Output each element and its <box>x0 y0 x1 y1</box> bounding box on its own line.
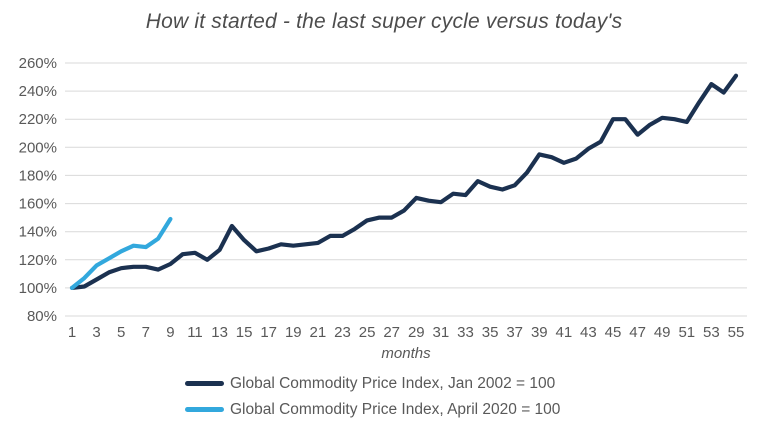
x-tick-label: 45 <box>605 324 622 341</box>
x-tick-label: 25 <box>359 324 376 341</box>
x-tick-label: 29 <box>408 324 425 341</box>
x-tick-label: 19 <box>285 324 302 341</box>
x-tick-label: 35 <box>482 324 499 341</box>
x-tick-label: 13 <box>211 324 228 341</box>
x-tick-label: 21 <box>310 324 327 341</box>
x-tick-label: 43 <box>580 324 597 341</box>
series-line-jan-2002 <box>69 73 739 290</box>
x-tick-label: 15 <box>236 324 253 341</box>
x-axis-title: months <box>381 345 431 362</box>
x-tick-label: 33 <box>457 324 474 341</box>
x-tick-label: 7 <box>142 324 150 341</box>
y-tick-label: 240% <box>19 83 57 100</box>
x-tick-label: 27 <box>383 324 400 341</box>
x-tick-label: 53 <box>703 324 720 341</box>
line-chart-plot-area: 80% 100% 120% 140% 160% 180% 200% 220% 240% 260% 1… <box>19 55 747 341</box>
x-tick-label: 47 <box>629 324 646 341</box>
y-tick-label: 80% <box>27 308 57 325</box>
y-tick-label: 260% <box>19 55 57 72</box>
x-tick-label: 39 <box>531 324 548 341</box>
legend-label-april-2020: Global Commodity Price Index, April 2020… <box>230 400 561 418</box>
y-tick-label: 140% <box>19 224 57 241</box>
legend-item-jan-2002: Global Commodity Price Index, Jan 2002 =… <box>185 374 560 393</box>
x-tick-label: 11 <box>187 324 203 341</box>
y-tick-label: 120% <box>19 252 57 269</box>
x-tick-label: 17 <box>260 324 277 341</box>
x-tick-label: 31 <box>433 324 450 341</box>
y-tick-label: 200% <box>19 139 57 156</box>
y-tick-label: 180% <box>19 167 57 184</box>
x-tick-label: 3 <box>92 324 100 341</box>
legend: Global Commodity Price Index, Jan 2002 =… <box>185 374 560 419</box>
legend-swatch-jan-2002-line <box>185 381 224 386</box>
legend-swatch-april-2020-line <box>185 407 224 412</box>
x-tick-label: 55 <box>728 324 745 341</box>
x-tick-label: 23 <box>334 324 351 341</box>
series-line-april-2020 <box>69 216 173 290</box>
x-tick-label: 9 <box>166 324 174 341</box>
x-tick-label: 1 <box>68 324 76 341</box>
x-tick-label: 37 <box>506 324 523 341</box>
y-tick-label: 220% <box>19 111 57 128</box>
chart-title: How it started - the last super cycle ve… <box>145 10 623 33</box>
y-tick-label: 160% <box>19 196 57 213</box>
legend-label-jan-2002: Global Commodity Price Index, Jan 2002 =… <box>230 374 556 392</box>
x-tick-label: 49 <box>654 324 671 341</box>
x-tick-label: 41 <box>556 324 573 341</box>
x-tick-label: 51 <box>678 324 695 341</box>
y-tick-label: 100% <box>19 280 57 297</box>
legend-item-april-2020: Global Commodity Price Index, April 2020… <box>185 400 560 419</box>
x-tick-label: 5 <box>117 324 125 341</box>
